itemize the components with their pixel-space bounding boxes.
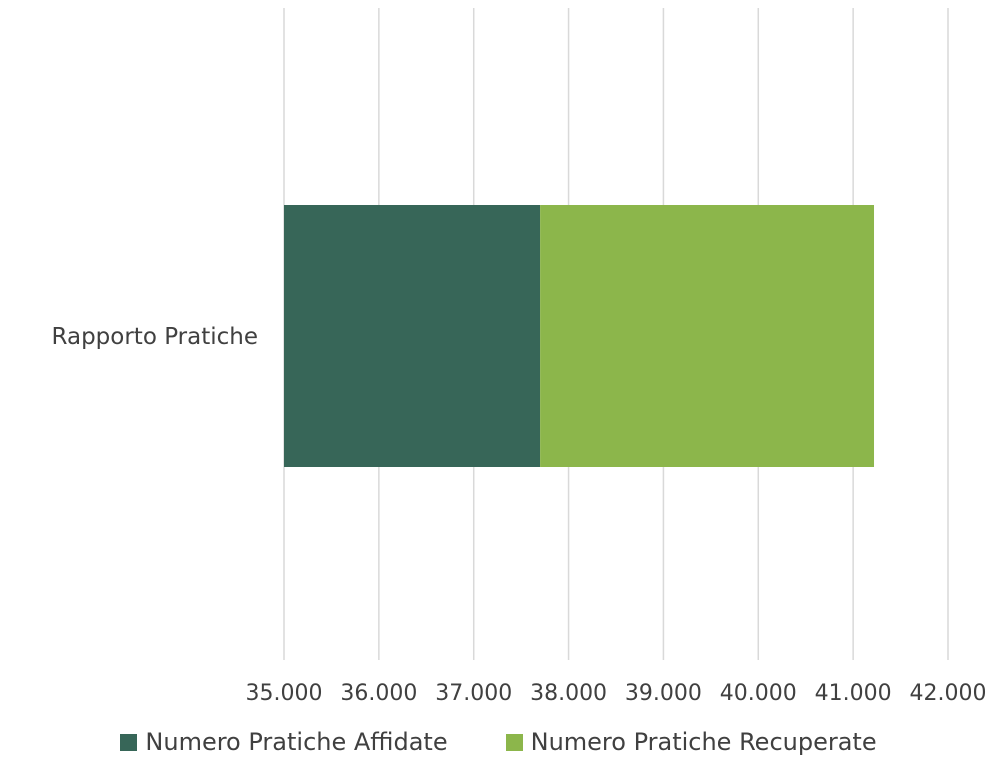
x-tick-label: 41.000 bbox=[815, 681, 892, 706]
legend-label-recuperate: Numero Pratiche Recuperate bbox=[530, 728, 877, 756]
bars bbox=[284, 205, 875, 467]
bar-segment-affidate bbox=[284, 205, 541, 467]
category-labels: Rapporto Pratiche bbox=[52, 324, 259, 350]
x-tick-label: 39.000 bbox=[625, 681, 702, 706]
x-tick-label: 36.000 bbox=[340, 681, 417, 706]
legend-item-recuperate: Numero Pratiche Recuperate bbox=[505, 728, 877, 756]
legend-label-affidate: Numero Pratiche Affidate bbox=[145, 728, 448, 756]
legend-swatch-recuperate bbox=[505, 733, 523, 751]
x-axis-tick-labels: 35.000 36.000 37.000 38.000 39.000 40.000 41.0… bbox=[246, 681, 987, 706]
legend-item-affidate: Numero Pratiche Affidate bbox=[120, 728, 448, 756]
x-tick-label: 38.000 bbox=[530, 681, 607, 706]
x-tick-label: 37.000 bbox=[435, 681, 512, 706]
x-tick-label: 40.000 bbox=[720, 681, 797, 706]
x-tick-label: 42.000 bbox=[910, 681, 987, 706]
bar-segment-recuperate bbox=[540, 205, 875, 467]
legend: Numero Pratiche Affidate Numero Pratiche… bbox=[0, 722, 997, 762]
legend-swatch-affidate bbox=[120, 733, 138, 751]
bar-chart: 35.000 36.000 37.000 38.000 39.000 40.000 41.0… bbox=[52, 8, 987, 706]
x-tick-label: 35.000 bbox=[246, 681, 323, 706]
category-label: Rapporto Pratiche bbox=[52, 324, 259, 350]
